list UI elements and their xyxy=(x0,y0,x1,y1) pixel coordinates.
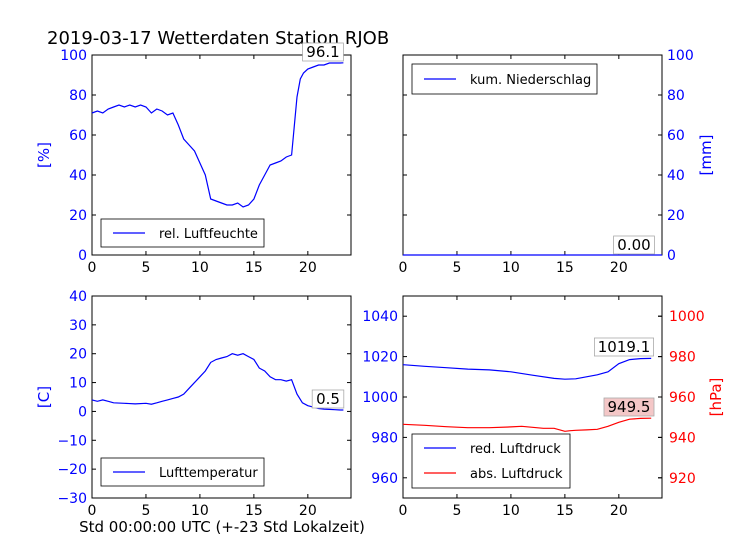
y-tick-label: 20 xyxy=(69,208,87,224)
annotation-label: 0.5 xyxy=(316,390,340,408)
y-tick-label: −20 xyxy=(57,462,87,478)
annotation-box xyxy=(603,397,655,417)
x-tick-label: 5 xyxy=(141,260,150,276)
series-line xyxy=(402,357,652,380)
y2-tick-label: 940 xyxy=(669,430,696,446)
y-tick-label: 30 xyxy=(69,318,87,334)
legend: Lufttemperatur xyxy=(100,457,265,487)
x-tick-label: 15 xyxy=(556,503,574,519)
legend-frame xyxy=(411,433,571,489)
y-tick-label: 100 xyxy=(60,48,87,64)
x-tick-label: 15 xyxy=(245,260,263,276)
y-tick-label: 0 xyxy=(78,404,87,420)
x-tick-label: 5 xyxy=(452,260,461,276)
y-tick-label: 10 xyxy=(69,376,87,392)
x-tick-label: 10 xyxy=(502,260,520,276)
panel-humidity: 0 5 10 15 20 0 20 40 60 80 100 [%] rel. Luftfeuchte 9… xyxy=(35,42,352,276)
y-tick-label: 1040 xyxy=(362,309,398,325)
y-tick-label: 0 xyxy=(667,248,676,264)
x-tick-label: 15 xyxy=(556,260,574,276)
panel-pressure: 0 5 10 15 20 960 980 1000 1020 1040 920 940 960 980 10… xyxy=(362,295,725,519)
series-line xyxy=(91,353,344,411)
x-tick-label: 0 xyxy=(88,503,97,519)
legend-label: red. Luftdruck xyxy=(470,442,561,457)
y-tick-label: 0 xyxy=(78,248,87,264)
y-tick-label: 60 xyxy=(667,128,685,144)
series-line xyxy=(91,62,344,208)
legend-label: rel. Luftfeuchte xyxy=(159,227,258,242)
y-tick-label: 20 xyxy=(69,347,87,363)
legend-label: abs. Luftdruck xyxy=(470,467,563,482)
panel-precipitation: 0 5 10 15 20 0 20 40 60 80 100 [mm] kum. Niederschla… xyxy=(399,48,715,276)
x-tick-label: 20 xyxy=(299,503,317,519)
x-tick-label: 0 xyxy=(88,260,97,276)
y-axis-label: [hPa] xyxy=(707,378,725,417)
y-tick-label: 60 xyxy=(69,128,87,144)
y-tick-label: 100 xyxy=(667,48,694,64)
y-tick-label: −30 xyxy=(57,491,87,507)
y-tick-label: 1000 xyxy=(362,390,398,406)
y-tick-label: 40 xyxy=(69,168,87,184)
y-axis-label: [%] xyxy=(35,142,53,168)
y-axis-label: [C] xyxy=(35,386,53,408)
legend: rel. Luftfeuchte xyxy=(100,218,265,248)
y2-tick-label: 920 xyxy=(669,471,696,487)
annotation-box xyxy=(302,42,344,62)
legend-label: Lufttemperatur xyxy=(159,466,258,481)
legend: red. Luftdruck abs. Luftdruck xyxy=(411,433,571,489)
y-tick-label: 980 xyxy=(371,430,398,446)
y-tick-label: 20 xyxy=(667,208,685,224)
x-tick-label: 10 xyxy=(191,260,209,276)
x-tick-label: 10 xyxy=(191,503,209,519)
x-axis-label: Std 00:00:00 UTC (+-23 Std Lokalzeit) xyxy=(79,518,365,536)
x-tick-label: 0 xyxy=(399,503,408,519)
annotation-box xyxy=(594,337,655,357)
legend-label: kum. Niederschlag xyxy=(470,73,591,88)
x-tick-label: 5 xyxy=(452,503,461,519)
y-tick-label: 1020 xyxy=(362,350,398,366)
x-tick-label: 20 xyxy=(610,260,628,276)
x-tick-label: 10 xyxy=(502,503,520,519)
x-tick-label: 0 xyxy=(399,260,408,276)
annotation-label: 0.00 xyxy=(617,236,650,254)
y-tick-label: −10 xyxy=(57,433,87,449)
x-tick-label: 5 xyxy=(141,503,150,519)
annotation-label: 1019.1 xyxy=(598,338,651,356)
y2-tick-label: 980 xyxy=(669,350,696,366)
y-tick-label: 80 xyxy=(69,88,87,104)
y-axis-label: [mm] xyxy=(697,135,715,176)
y-tick-label: 40 xyxy=(667,168,685,184)
y-tick-label: 40 xyxy=(69,289,87,305)
annotation-box xyxy=(311,389,345,409)
y-tick-label: 80 xyxy=(667,88,685,104)
legend: kum. Niederschlag xyxy=(411,63,598,95)
annotation-label: 96.1 xyxy=(306,43,339,61)
annotation-box xyxy=(613,235,655,255)
y-tick-label: 960 xyxy=(371,471,398,487)
x-tick-label: 20 xyxy=(299,260,317,276)
series-line xyxy=(402,417,652,432)
y2-tick-label: 1000 xyxy=(669,309,705,325)
annotation-label: 949.5 xyxy=(608,398,651,416)
y2-tick-label: 960 xyxy=(669,390,696,406)
x-tick-label: 20 xyxy=(610,503,628,519)
x-tick-label: 15 xyxy=(245,503,263,519)
panel-temperature: 0 5 10 15 20 −30 −20 −10 0 10 20 30 40 [C] Lufttempera… xyxy=(35,289,352,519)
